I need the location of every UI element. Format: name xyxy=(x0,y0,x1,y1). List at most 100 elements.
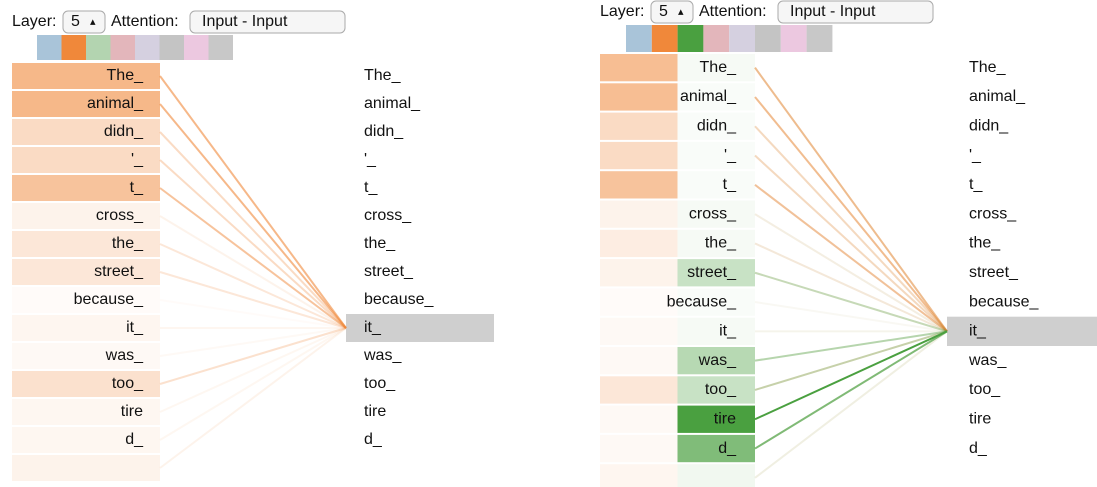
attention-box xyxy=(12,91,160,117)
right-token[interactable]: street_ xyxy=(969,264,1019,281)
head-swatch[interactable] xyxy=(37,35,62,60)
head-swatch[interactable] xyxy=(703,25,730,52)
left-token[interactable]: The_ xyxy=(107,67,145,84)
attention-select[interactable] xyxy=(189,10,346,34)
left-token[interactable]: it_ xyxy=(719,323,737,340)
attention-line xyxy=(754,330,948,421)
attention-line xyxy=(754,67,948,332)
attention-line xyxy=(755,185,947,332)
right-token[interactable]: tire xyxy=(969,410,991,427)
attention-line xyxy=(159,327,347,441)
attention-line xyxy=(754,242,948,333)
right-token[interactable]: '_ xyxy=(969,147,982,164)
left-token[interactable]: because_ xyxy=(667,293,737,310)
left-token[interactable]: animal_ xyxy=(680,88,737,105)
head-swatch[interactable] xyxy=(184,35,209,60)
right-token[interactable]: too_ xyxy=(969,381,1001,398)
attention-box xyxy=(12,315,160,341)
right-token[interactable]: The_ xyxy=(969,59,1007,76)
attention-box xyxy=(677,405,755,433)
right-token[interactable]: it_ xyxy=(969,323,987,340)
right-token[interactable]: was_ xyxy=(363,347,402,364)
right-token[interactable]: didn_ xyxy=(364,123,404,140)
left-token[interactable]: tire xyxy=(121,403,143,420)
attention-line xyxy=(159,327,347,469)
right-token[interactable]: street_ xyxy=(364,263,414,280)
attention-box xyxy=(12,259,160,285)
left-token[interactable]: street_ xyxy=(94,263,144,280)
right-token[interactable]: t_ xyxy=(364,179,378,196)
right-token[interactable]: because_ xyxy=(364,291,434,308)
right-token[interactable]: because_ xyxy=(969,293,1039,310)
attention-line xyxy=(159,243,347,329)
attention-line xyxy=(754,330,948,391)
attention-line xyxy=(754,330,948,362)
left-token[interactable]: didn_ xyxy=(104,123,144,140)
head-swatch[interactable] xyxy=(677,25,704,52)
head-swatch[interactable] xyxy=(780,25,807,52)
right-token[interactable]: d_ xyxy=(364,431,383,448)
head-swatch[interactable] xyxy=(729,25,755,52)
head-swatch[interactable] xyxy=(135,35,160,60)
head-swatch[interactable] xyxy=(208,35,234,60)
right-token[interactable]: t_ xyxy=(969,176,983,193)
right-token[interactable]: too_ xyxy=(364,375,396,392)
left-token[interactable]: d_ xyxy=(718,440,737,457)
left-token[interactable]: cross_ xyxy=(96,207,144,224)
left-token[interactable]: animal_ xyxy=(87,95,144,112)
layer-select[interactable] xyxy=(650,0,694,24)
left-token[interactable]: because_ xyxy=(74,291,144,308)
right-token[interactable]: cross_ xyxy=(969,205,1017,222)
layer-arrows: ▴ xyxy=(90,16,96,28)
selected-highlight xyxy=(346,314,494,342)
attention-line xyxy=(159,187,347,329)
left-token[interactable]: tire xyxy=(714,410,736,427)
head-swatch[interactable] xyxy=(159,35,185,60)
left-token[interactable]: was_ xyxy=(698,352,737,369)
left-token[interactable]: was_ xyxy=(105,347,144,364)
layer-select[interactable] xyxy=(62,10,106,34)
right-token[interactable]: cross_ xyxy=(364,207,412,224)
attention-select[interactable] xyxy=(777,0,934,24)
left-token[interactable]: t_ xyxy=(130,179,144,196)
right-token[interactable]: The_ xyxy=(364,67,402,84)
head-swatch[interactable] xyxy=(651,25,678,52)
head-swatch[interactable] xyxy=(626,25,652,52)
right-token[interactable]: animal_ xyxy=(969,88,1026,105)
head-swatch[interactable] xyxy=(86,35,111,60)
right-token[interactable]: was_ xyxy=(968,352,1007,369)
left-token[interactable]: the_ xyxy=(112,235,144,252)
right-token[interactable]: tire xyxy=(364,403,386,420)
left-token[interactable]: didn_ xyxy=(697,117,737,134)
left-token[interactable]: '_ xyxy=(724,147,737,164)
head-swatch[interactable] xyxy=(755,25,781,52)
attention-line xyxy=(159,159,347,329)
attention-box xyxy=(600,347,678,375)
right-token[interactable]: '_ xyxy=(364,151,377,168)
left-token[interactable]: street_ xyxy=(687,264,737,281)
attention-line xyxy=(754,213,948,333)
left-token[interactable]: cross_ xyxy=(689,205,737,222)
left-token[interactable]: The_ xyxy=(700,59,738,76)
attention-box xyxy=(12,175,160,201)
right-token[interactable]: the_ xyxy=(969,235,1001,252)
left-token[interactable]: the_ xyxy=(705,235,737,252)
left-token[interactable]: it_ xyxy=(126,319,144,336)
left-token[interactable]: too_ xyxy=(705,381,737,398)
left-token[interactable]: '_ xyxy=(131,151,144,168)
right-token[interactable]: didn_ xyxy=(969,117,1009,134)
attention-line xyxy=(755,97,947,331)
right-token[interactable]: the_ xyxy=(364,235,396,252)
right-token[interactable]: it_ xyxy=(364,319,382,336)
right-token[interactable]: animal_ xyxy=(364,95,421,112)
head-swatch[interactable] xyxy=(110,35,136,60)
head-swatch[interactable] xyxy=(806,25,833,52)
attention-line xyxy=(160,300,346,328)
head-swatch[interactable] xyxy=(61,35,87,60)
right-token[interactable]: d_ xyxy=(969,440,988,457)
attention-line xyxy=(754,154,948,333)
left-token[interactable]: d_ xyxy=(125,431,144,448)
attention-line xyxy=(159,215,347,329)
left-token[interactable]: too_ xyxy=(112,375,144,392)
left-token[interactable]: t_ xyxy=(723,176,737,193)
